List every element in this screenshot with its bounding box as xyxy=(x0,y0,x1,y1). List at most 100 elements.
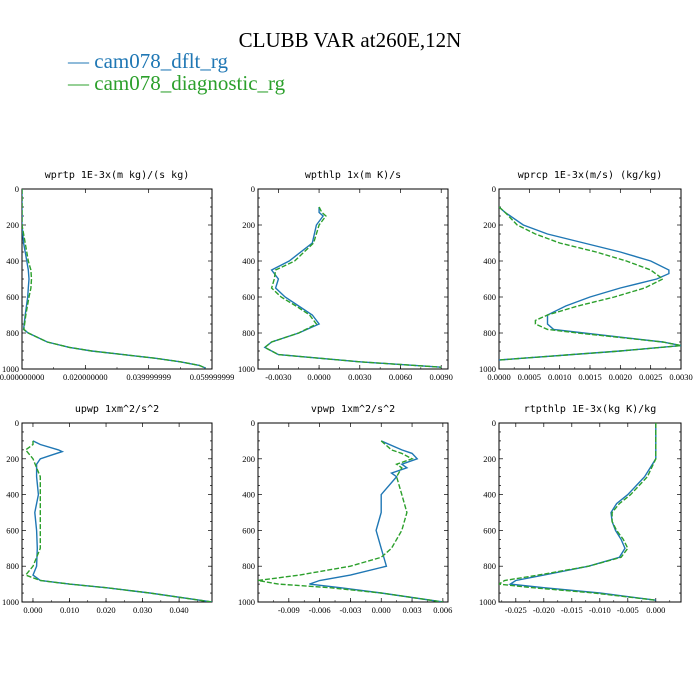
x-tick-label: 0.040 xyxy=(170,605,189,615)
x-tick-label: 0.0015 xyxy=(578,372,601,382)
y-tick-label: 200 xyxy=(242,220,255,230)
plot-frame xyxy=(21,188,213,370)
x-tick-label: 0.000000000 xyxy=(0,372,44,382)
y-tick-label: 800 xyxy=(483,328,496,338)
x-tick-label: -0.009 xyxy=(278,605,300,615)
y-tick-label: 200 xyxy=(6,220,19,230)
x-tick-label: -0.020 xyxy=(533,605,555,615)
y-tick-label: 0 xyxy=(492,184,496,194)
y-tick-label: 400 xyxy=(242,256,255,266)
x-tick-label: 0.020 xyxy=(96,605,115,615)
figure-title: CLUBB VAR at260E,12N xyxy=(238,28,462,52)
panel-title: wprtp 1E-3x(m kg)/(s kg) xyxy=(45,170,190,181)
y-tick-label: 800 xyxy=(483,561,496,571)
y-tick-label: 400 xyxy=(6,490,19,500)
legend-swatch-dflt: — xyxy=(68,49,95,73)
y-tick-label: 800 xyxy=(242,561,255,571)
x-tick-label: -0.025 xyxy=(505,605,527,615)
panel-title: vpwp 1xm^2/s^2 xyxy=(311,404,395,415)
plot-frame xyxy=(498,188,682,370)
y-tick-label: 600 xyxy=(242,292,255,302)
y-tick-label: 200 xyxy=(483,454,496,464)
y-tick-label: 400 xyxy=(483,256,496,266)
y-tick-label: 1000 xyxy=(2,597,19,607)
x-tick-label: -0.015 xyxy=(561,605,583,615)
series-line-diagnostic xyxy=(258,440,444,602)
y-tick-label: 1000 xyxy=(479,364,496,374)
legend-label-dflt: cam078_dflt_rg xyxy=(94,49,229,73)
panel-title: wpthlp 1x(m K)/s xyxy=(305,170,401,181)
x-tick-label: 0.020000000 xyxy=(63,372,108,382)
legend-entry-dflt: — cam078_dflt_rg xyxy=(68,49,228,74)
y-tick-label: 200 xyxy=(6,454,19,464)
y-tick-label: 200 xyxy=(242,454,255,464)
panel-title: upwp 1xm^2/s^2 xyxy=(75,404,159,415)
x-tick-label: 0.0000 xyxy=(307,372,330,382)
panel-title: wprcp 1E-3x(m/s) (kg/kg) xyxy=(518,170,663,181)
panel-3: upwp 1xm^2/s^2 0 200 400 600 800 1000 0.000 0.01… xyxy=(2,404,213,615)
y-tick-label: 600 xyxy=(483,525,496,535)
x-tick-label: 0.059999999 xyxy=(190,372,235,382)
x-tick-label: 0.0060 xyxy=(389,372,412,382)
y-tick-label: 400 xyxy=(483,490,496,500)
x-tick-label: -0.003 xyxy=(339,605,361,615)
plot-frame xyxy=(257,188,449,370)
y-tick-label: 0 xyxy=(251,418,255,428)
y-tick-label: 600 xyxy=(242,525,255,535)
x-tick-label: -0.006 xyxy=(309,605,331,615)
panel-5: rtpthlp 1E-3x(kg K)/kg02004006008001000-… xyxy=(479,404,682,615)
panel-4: vpwp 1xm^2/s^2 0 200 400 600 800 1000 -0.009 -0.… xyxy=(238,404,452,615)
series-line-dflt xyxy=(32,440,212,602)
x-tick-label: 0.0000 xyxy=(487,372,510,382)
series-line-diagnostic xyxy=(263,206,442,368)
x-tick-label: 0.0090 xyxy=(430,372,453,382)
series-line-diagnostic xyxy=(499,206,681,361)
x-tick-label: -0.0030 xyxy=(265,372,291,382)
series-line-diagnostic xyxy=(24,440,212,602)
x-tick-label: 0.0010 xyxy=(548,372,571,382)
panel-1: wpthlp 1x(m K)/s 0 200 400 600 800 1000 -0.0030… xyxy=(238,170,453,382)
x-tick-label: 0.030 xyxy=(133,605,152,615)
y-tick-label: 0 xyxy=(15,418,19,428)
y-tick-label: 200 xyxy=(483,220,496,230)
y-tick-label: 600 xyxy=(6,292,19,302)
y-tick-label: 600 xyxy=(483,292,496,302)
x-tick-label: -0.010 xyxy=(589,605,611,615)
x-tick-label: 0.006 xyxy=(433,605,452,615)
x-tick-label: 0.0025 xyxy=(639,372,662,382)
x-tick-label: 0.0005 xyxy=(518,372,541,382)
y-tick-label: 800 xyxy=(6,561,19,571)
x-tick-label: 0.0020 xyxy=(609,372,632,382)
y-tick-label: 0 xyxy=(15,184,19,194)
x-tick-label: 0.003 xyxy=(402,605,421,615)
y-tick-label: 800 xyxy=(6,328,19,338)
y-tick-label: 400 xyxy=(6,256,19,266)
panel-title: rtpthlp 1E-3x(kg K)/kg xyxy=(524,404,656,415)
x-tick-label: 0.000 xyxy=(646,605,665,615)
y-tick-label: 600 xyxy=(6,525,19,535)
x-tick-label: 0.039999999 xyxy=(126,372,171,382)
series-line-dflt xyxy=(263,207,442,368)
plot-frame xyxy=(21,422,213,603)
series-line-dflt xyxy=(309,440,444,602)
legend-label-diagnostic: cam078_diagnostic_rg xyxy=(94,71,286,95)
x-tick-label: 0.0030 xyxy=(348,372,371,382)
x-tick-label: 0.000 xyxy=(372,605,391,615)
series-line-dflt xyxy=(22,189,206,369)
panel-2: wprcp 1E-3x(m/s) (kg/kg) 0 200 400 600 800 100… xyxy=(479,170,693,382)
series-line-diagnostic xyxy=(22,189,206,369)
y-tick-label: 400 xyxy=(242,490,255,500)
y-tick-label: 0 xyxy=(251,184,255,194)
plot-frame xyxy=(498,422,682,603)
y-tick-label: 800 xyxy=(242,328,255,338)
legend-swatch-diagnostic: — xyxy=(68,71,95,95)
legend-entry-diagnostic: — cam078_diagnostic_rg xyxy=(68,71,285,96)
y-tick-label: 1000 xyxy=(479,597,496,607)
y-tick-label: 0 xyxy=(492,418,496,428)
series-line-diagnostic xyxy=(499,423,657,601)
y-tick-label: 1000 xyxy=(238,364,255,374)
x-tick-label: 0.0030 xyxy=(669,372,692,382)
panel-0: wprtp 1E-3x(m kg)/(s kg) 0 200 400 600 800 100… xyxy=(0,170,234,382)
y-tick-label: 1000 xyxy=(238,597,255,607)
x-tick-label: 0.010 xyxy=(60,605,79,615)
